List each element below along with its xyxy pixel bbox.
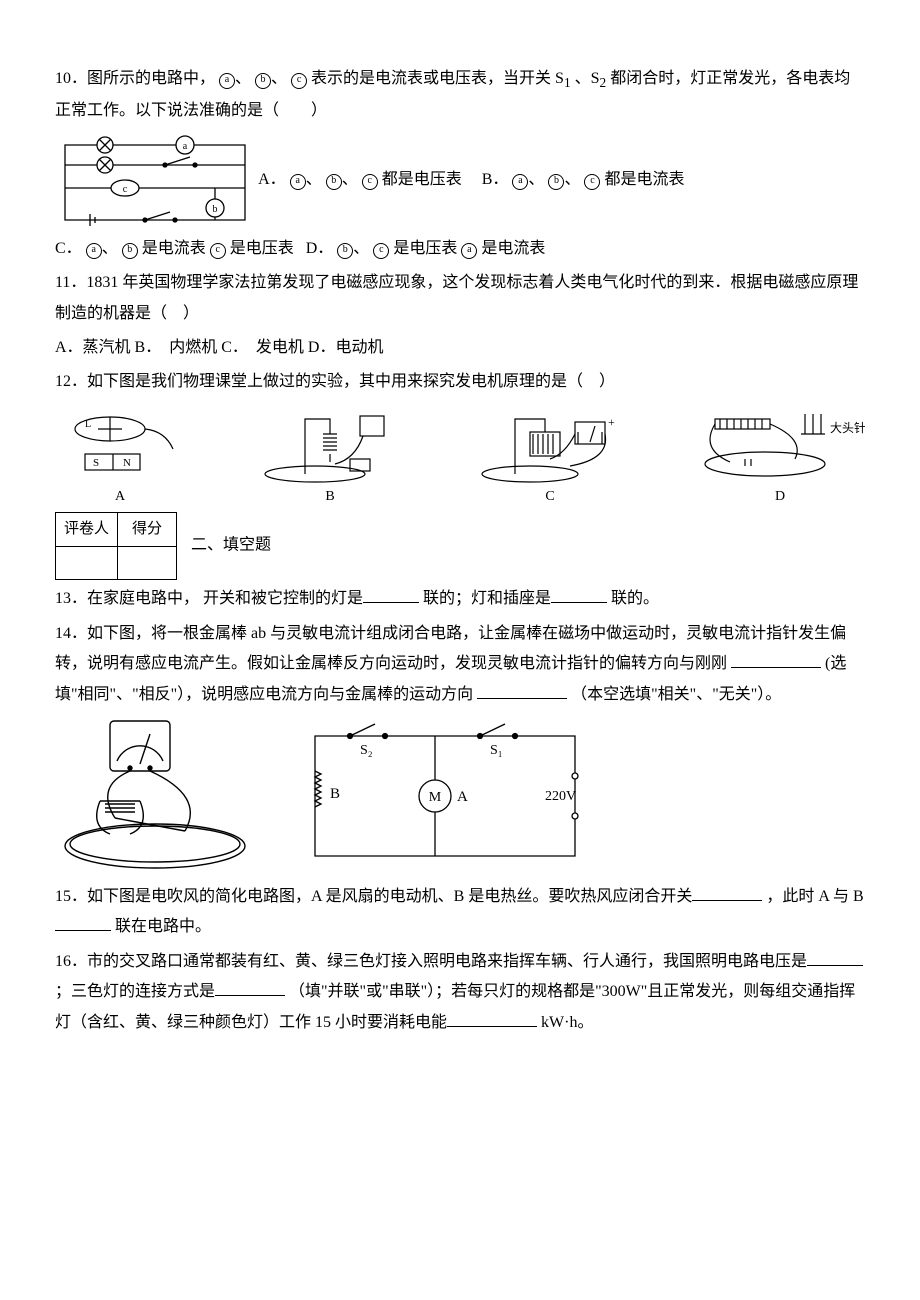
svg-text:大头针: 大头针: [830, 420, 865, 435]
q10-opt-b: B． a、 b、 c 都是电流表: [482, 171, 685, 188]
blank-input[interactable]: [215, 979, 285, 996]
svg-text:S: S: [93, 457, 99, 469]
q14-q15-figures: S₂ S₁ B M A 220V: [55, 716, 865, 876]
circled-a-icon: a: [219, 73, 235, 89]
electromagnet-pins-icon: 大头针: [695, 404, 865, 484]
circled-c-icon: c: [584, 174, 600, 190]
q13: 13．在家庭电路中， 开关和被它控制的灯是 联的；灯和插座是 联的。: [55, 584, 865, 614]
q12-fig-c: + C: [475, 404, 625, 511]
q10-figure-and-options: a c b A． a、 b、 c 都是电压表 B． a、 b、 c 都是电流表: [55, 130, 865, 230]
circled-c-icon: c: [362, 174, 378, 190]
q10-opts-cd: C． a、 b 是电流表 c 是电压表 D． b、 c 是电压表 a 是电流表: [55, 234, 865, 264]
q12-fig-b: B: [255, 404, 405, 511]
score-table: 评卷人得分: [55, 512, 177, 580]
svg-text:a: a: [183, 141, 188, 152]
svg-text:220V: 220V: [545, 789, 576, 804]
svg-text:M: M: [429, 790, 442, 805]
electromagnet-stand-icon: [255, 404, 405, 484]
q15: 15．如下图是电吹风的简化电路图，A 是风扇的电动机、B 是电热丝。要吹热风应闭…: [55, 882, 865, 943]
q10-opt-a: A． a、 b、 c 都是电压表: [258, 171, 466, 188]
svg-text:L: L: [85, 419, 91, 430]
blank-input[interactable]: [55, 914, 111, 931]
circled-a-icon: a: [86, 243, 102, 259]
section2-title: 二、填空题: [191, 537, 271, 554]
q10-circuit-icon: a c b: [55, 130, 255, 230]
circled-c-icon: c: [210, 243, 226, 259]
q12-figures: L S N A B: [55, 404, 865, 511]
svg-text:S₁: S₁: [490, 743, 503, 758]
blank-input[interactable]: [551, 586, 607, 603]
q10-text-a: 10．图所示的电路中，: [55, 70, 215, 87]
circled-b-icon: b: [548, 174, 564, 190]
q12-fig-a: L S N A: [55, 409, 185, 511]
svg-text:+: +: [608, 415, 615, 429]
circled-a-icon: a: [512, 174, 528, 190]
blank-input[interactable]: [807, 949, 863, 966]
blank-input[interactable]: [363, 586, 419, 603]
svg-text:S₂: S₂: [360, 743, 373, 758]
svg-text:A: A: [457, 789, 468, 805]
galvanometer-magnet-icon: [55, 716, 265, 876]
section2-header: 评卷人得分 二、填空题: [55, 512, 865, 580]
q10-text-b: 表示的是电流表或电压表，当开关 S: [311, 70, 564, 87]
hairdryer-circuit-icon: S₂ S₁ B M A 220V: [295, 716, 595, 876]
generator-meter-icon: +: [475, 404, 625, 484]
circled-b-icon: b: [326, 174, 342, 190]
blank-input[interactable]: [692, 884, 762, 901]
q14: 14．如下图，将一根金属棒 ab 与灵敏电流计组成闭合电路，让金属棒在磁场中做运…: [55, 619, 865, 710]
blank-input[interactable]: [477, 682, 567, 699]
q12-stem: 12．如下图是我们物理课堂上做过的实验，其中用来探究发电机原理的是（ ）: [55, 367, 865, 397]
q11-stem: 11．1831 年英国物理学家法拉第发现了电磁感应现象，这个发现标志着人类电气化…: [55, 268, 865, 329]
circled-b-icon: b: [255, 73, 271, 89]
q12-fig-d: 大头针 D: [695, 404, 865, 511]
q10-stem: 10．图所示的电路中， a、 b、 c 表示的是电流表或电压表，当开关 S1 、…: [55, 64, 865, 126]
blank-input[interactable]: [731, 651, 821, 668]
circled-a-icon: a: [461, 243, 477, 259]
q11-opts: A．蒸汽机 B． 内燃机 C． 发电机 D．电动机: [55, 333, 865, 363]
circled-b-icon: b: [122, 243, 138, 259]
circled-a-icon: a: [290, 174, 306, 190]
svg-text:B: B: [330, 786, 340, 802]
svg-text:b: b: [213, 204, 218, 215]
q16: 16．市的交叉路口通常都装有红、黄、绿三色灯接入照明电路来指挥车辆、行人通行，我…: [55, 947, 865, 1038]
circled-c-icon: c: [373, 243, 389, 259]
svg-text:c: c: [123, 184, 128, 195]
circled-c-icon: c: [291, 73, 307, 89]
blank-input[interactable]: [447, 1010, 537, 1027]
circled-b-icon: b: [337, 243, 353, 259]
compass-magnet-icon: L S N: [55, 409, 185, 484]
svg-text:N: N: [123, 457, 131, 469]
